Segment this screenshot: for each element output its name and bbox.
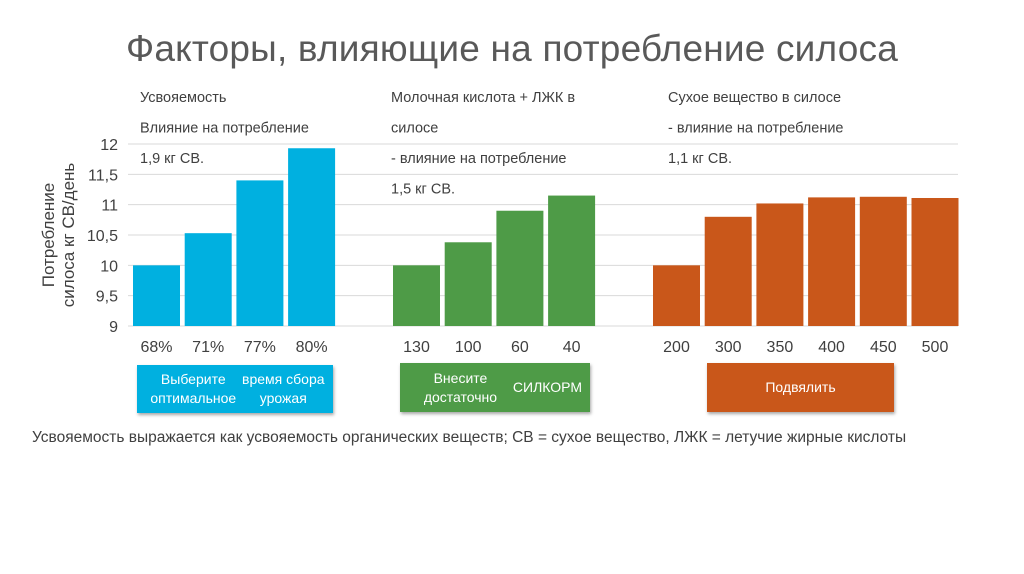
bar <box>184 233 232 326</box>
harvest-time-action-button[interactable]: Выберите оптимальное время сбора урожая <box>137 365 333 413</box>
y-tick-label: 9 <box>109 319 118 336</box>
bar <box>859 196 907 326</box>
x-tick-label: 40 <box>563 339 581 356</box>
x-tick-label: 68% <box>140 339 172 356</box>
action-line: Выберите оптимальное <box>150 371 237 406</box>
bar <box>288 148 336 326</box>
wilt-action-button[interactable]: Подвялить <box>707 363 894 412</box>
footnote: Усвояемость выражается как усвояемость о… <box>32 429 907 446</box>
x-tick-label: 500 <box>922 339 949 356</box>
bar <box>756 203 804 326</box>
group-annotation: 1,9 кг СВ. <box>140 151 204 167</box>
bar <box>548 195 596 326</box>
x-tick-label: 450 <box>870 339 897 356</box>
y-tick-label: 11,5 <box>88 167 118 184</box>
x-tick-label: 350 <box>767 339 794 356</box>
y-tick-label: 9,5 <box>96 289 118 306</box>
action-line: Подвялить <box>765 379 836 395</box>
group-annotation: Влияние на потребление <box>140 121 309 137</box>
bar <box>236 180 284 326</box>
group-annotation: 1,5 кг СВ. <box>391 182 455 198</box>
silkorm-action-button[interactable]: Внесите достаточно СИЛКОРМ <box>400 363 590 412</box>
x-tick-label: 200 <box>663 339 690 356</box>
bar <box>133 265 180 326</box>
x-tick-label: 80% <box>296 339 328 356</box>
x-tick-label: 400 <box>818 339 845 356</box>
bar-chart: 9 9,5 10 10,5 11 11,5 12 Потребление силоса кг С… <box>39 90 959 356</box>
bar <box>911 197 959 326</box>
action-line: время сбора урожая <box>242 371 325 406</box>
x-tick-label: 100 <box>455 339 482 356</box>
y-axis-title: силоса кг СВ/день <box>59 163 78 308</box>
action-line: СИЛКОРМ <box>512 379 582 395</box>
group-annotation: Сухое вещество в силосе <box>668 90 841 106</box>
x-tick-label: 77% <box>244 339 276 356</box>
bar <box>653 265 700 326</box>
group-annotation: - влияние на потребление <box>668 121 844 137</box>
x-tick-label: 71% <box>192 339 224 356</box>
y-axis-title: Потребление <box>39 183 58 288</box>
bar <box>496 210 544 326</box>
group-annotation: Молочная кислота + ЛЖК в <box>391 90 575 106</box>
group-annotation: Усвояемость <box>140 90 227 106</box>
x-tick-label: 60 <box>511 339 529 356</box>
y-tick-label: 10,5 <box>87 228 118 245</box>
group-annotation: - влияние на потребление <box>391 151 567 167</box>
x-tick-label: 300 <box>715 339 742 356</box>
bar <box>704 216 752 326</box>
group-annotation: 1,1 кг СВ. <box>668 151 732 167</box>
page-title: Факторы, влияющие на потребление силоса <box>125 28 899 69</box>
bar <box>393 265 440 326</box>
y-tick-label: 12 <box>100 137 118 154</box>
y-tick-label: 11 <box>101 198 118 215</box>
bar <box>444 242 492 326</box>
y-tick-label: 10 <box>100 258 118 275</box>
x-tick-label: 130 <box>403 339 430 356</box>
group-annotation: силосе <box>391 121 438 137</box>
bar <box>808 197 856 326</box>
action-line: Внесите достаточно <box>423 369 498 405</box>
